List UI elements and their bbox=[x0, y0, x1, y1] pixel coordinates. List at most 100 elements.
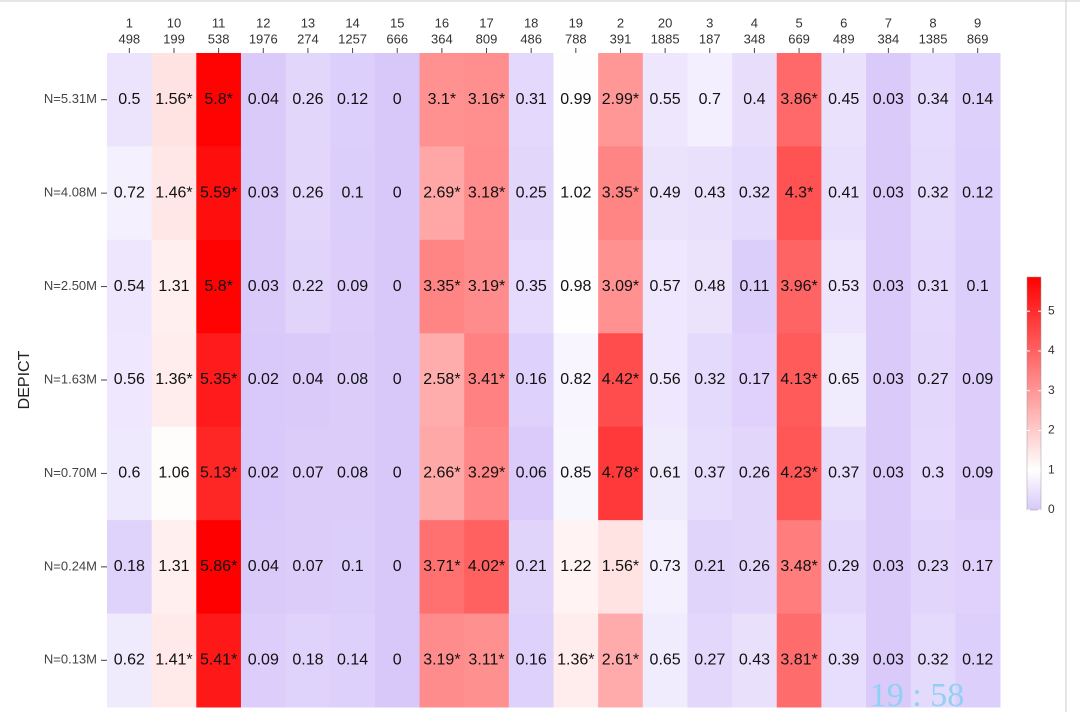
x-count-label: 384 bbox=[878, 31, 900, 46]
heatmap-cell bbox=[107, 146, 153, 241]
heatmap-cell bbox=[598, 613, 644, 708]
heatmap-cell bbox=[419, 53, 465, 147]
cell-label: 0.39 bbox=[828, 652, 859, 669]
cell-label: 0.07 bbox=[292, 465, 323, 482]
heatmap-cell bbox=[464, 333, 510, 428]
cell-label: 0.31 bbox=[917, 278, 948, 295]
heatmap-cell bbox=[776, 520, 822, 615]
heatmap-cell bbox=[330, 53, 376, 147]
cell-label: 0.35 bbox=[516, 278, 547, 295]
heatmap-cell bbox=[240, 146, 287, 241]
x-tick-label: 20 bbox=[658, 15, 672, 30]
heatmap-cell bbox=[732, 333, 778, 428]
heatmap-cell bbox=[642, 146, 688, 241]
x-tick-label: 19 bbox=[569, 15, 583, 30]
heatmap-cell bbox=[374, 239, 421, 334]
heatmap-cell bbox=[910, 426, 956, 521]
cell-label: 0.43 bbox=[739, 652, 770, 669]
y-tick-label: N=4.08M bbox=[44, 185, 97, 200]
heatmap-cell bbox=[955, 426, 1001, 521]
heatmap-cell bbox=[419, 520, 465, 615]
cell-label: 0.1 bbox=[341, 184, 363, 201]
heatmap-cell bbox=[776, 613, 822, 708]
x-count-label: 348 bbox=[744, 31, 766, 46]
x-tick-label: 12 bbox=[256, 15, 270, 30]
cell-label: 0.21 bbox=[516, 558, 547, 575]
cell-label: 5.13* bbox=[200, 465, 237, 482]
cell-label: 0.08 bbox=[337, 465, 368, 482]
heatmap-cell bbox=[464, 239, 510, 334]
cell-label: 3.19* bbox=[468, 278, 505, 295]
cell-label: 0.02 bbox=[248, 465, 279, 482]
x-count-label: 498 bbox=[118, 31, 140, 46]
heatmap-cell bbox=[642, 333, 688, 428]
cell-label: 0.48 bbox=[694, 278, 725, 295]
cell-label: 3.86* bbox=[780, 91, 817, 108]
heatmap-cell bbox=[955, 239, 1001, 334]
heatmap-cell bbox=[107, 53, 153, 147]
x-count-label: 364 bbox=[431, 31, 453, 46]
cell-label: 0.65 bbox=[828, 371, 859, 388]
heatmap-cell bbox=[330, 426, 376, 521]
heatmap-cell bbox=[955, 53, 1001, 147]
cell-label: 0.14 bbox=[962, 91, 993, 108]
cell-label: 3.11* bbox=[468, 652, 504, 669]
cell-label: 1.06 bbox=[158, 465, 189, 482]
cell-label: 1.36* bbox=[557, 652, 594, 669]
cell-label: 0.65 bbox=[650, 652, 681, 669]
cell-label: 0.09 bbox=[248, 652, 279, 669]
heatmap-cell bbox=[866, 333, 912, 428]
colorbar-tick-label: 5 bbox=[1048, 303, 1055, 317]
heatmap-cell bbox=[196, 333, 242, 428]
heatmap-cell bbox=[642, 426, 688, 521]
cell-label: 0 bbox=[393, 652, 402, 669]
cell-label: 0.32 bbox=[694, 371, 725, 388]
heatmap-cell bbox=[866, 53, 912, 147]
heatmap-cell bbox=[687, 613, 733, 708]
x-tick-label: 13 bbox=[301, 15, 315, 30]
cell-label: 2.69* bbox=[423, 184, 460, 201]
heatmap-cell bbox=[107, 333, 153, 428]
heatmap-cell bbox=[598, 426, 644, 521]
cell-label: 0.56 bbox=[650, 371, 681, 388]
heatmap-cell bbox=[330, 613, 376, 708]
heatmap-cell bbox=[866, 426, 912, 521]
cell-label: 3.35* bbox=[423, 278, 460, 295]
heatmap-cell bbox=[910, 520, 956, 615]
cell-label: 0.55 bbox=[650, 91, 681, 108]
heatmap-cell bbox=[374, 333, 421, 428]
heatmap-cell bbox=[151, 520, 197, 615]
heatmap-cell bbox=[687, 426, 733, 521]
cell-label: 0.09 bbox=[337, 278, 368, 295]
heatmap-cell bbox=[910, 613, 956, 708]
cell-label: 4.02* bbox=[468, 558, 505, 575]
x-tick-label: 10 bbox=[167, 15, 181, 30]
x-count-label: 1257 bbox=[338, 31, 367, 46]
cell-label: 3.09* bbox=[602, 278, 639, 295]
heatmap-cell bbox=[687, 239, 733, 334]
cell-label: 0.06 bbox=[516, 465, 547, 482]
cell-label: 0.04 bbox=[248, 558, 279, 575]
cell-label: 0.32 bbox=[739, 184, 770, 201]
cell-label: 0.03 bbox=[248, 278, 279, 295]
cell-label: 1.56* bbox=[602, 558, 639, 575]
cell-label: 0.12 bbox=[337, 91, 368, 108]
y-tick-label: N=0.70M bbox=[44, 465, 97, 480]
heatmap-cell bbox=[374, 146, 421, 241]
cell-label: 4.42* bbox=[602, 371, 639, 388]
y-tick-label: N=0.24M bbox=[44, 558, 97, 573]
heatmap-cell bbox=[285, 146, 331, 241]
heatmap-cell bbox=[955, 333, 1001, 428]
cell-label: 3.48* bbox=[780, 558, 817, 575]
cell-label: 0.26 bbox=[292, 184, 323, 201]
cell-label: 4.13* bbox=[780, 371, 817, 388]
cell-label: 0.56 bbox=[114, 371, 145, 388]
heatmap-cell bbox=[598, 53, 644, 147]
heatmap-cell bbox=[374, 520, 421, 615]
y-axis-label: DEPICT bbox=[16, 350, 33, 409]
heatmap-cell bbox=[598, 239, 644, 334]
x-tick-label: 6 bbox=[840, 15, 847, 30]
cell-label: 0.49 bbox=[650, 184, 681, 201]
cell-label: 0.82 bbox=[560, 371, 591, 388]
cell-label: 0.12 bbox=[962, 184, 993, 201]
